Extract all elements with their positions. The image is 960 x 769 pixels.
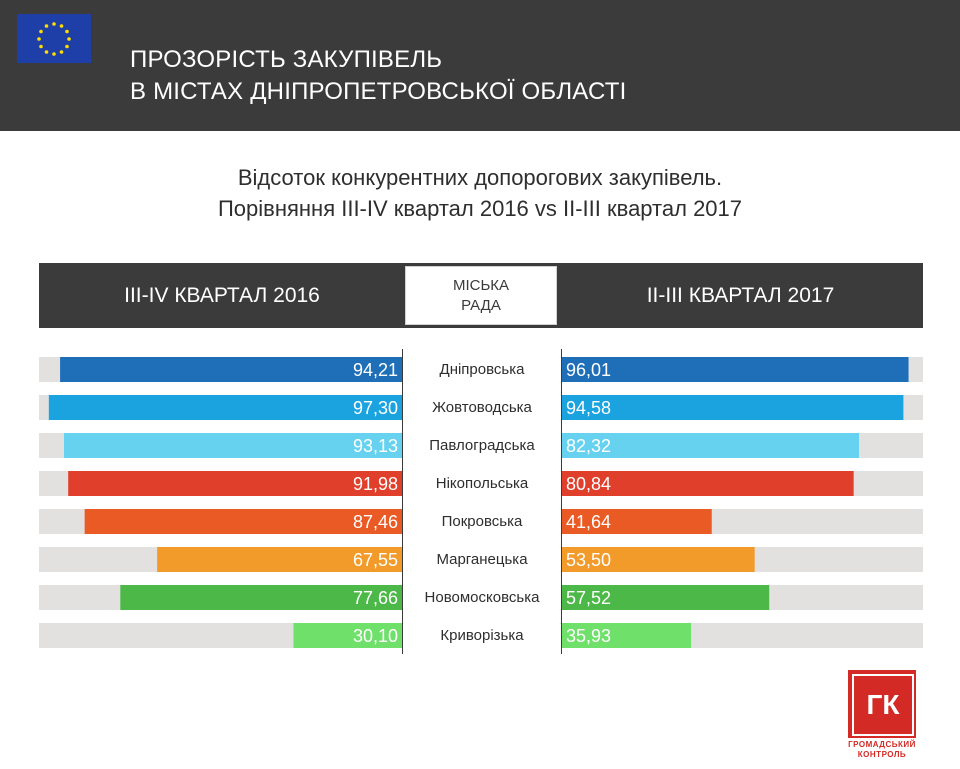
bar-2016-2 [64, 433, 403, 458]
bar-2016-7 [293, 623, 403, 648]
center-label-line-1: МІСЬКА [452, 277, 510, 294]
center-label-line-2: РАДА [461, 297, 501, 314]
value-label-2017-4: 41,64 [566, 512, 611, 532]
left-period-label: III-IV КВАРТАЛ 2016 [124, 284, 320, 307]
value-label-2017-5: 53,50 [566, 550, 611, 570]
value-label-2016-1: 97,30 [353, 398, 398, 418]
value-label-2016-2: 93,13 [353, 436, 398, 456]
value-label-2017-7: 35,93 [566, 626, 611, 646]
right-divider-line [561, 349, 562, 654]
bar-2016-6 [120, 585, 403, 610]
bar-2016-1 [48, 395, 403, 420]
left-divider-line [402, 349, 403, 654]
logo-caption: ГРОМАДСЬКИЙ КОНТРОЛЬ [836, 740, 928, 760]
value-label-2017-0: 96,01 [566, 360, 611, 380]
value-label-2017-6: 57,52 [566, 588, 611, 608]
right-period-label: II-III КВАРТАЛ 2017 [646, 284, 835, 307]
chart-subtitle: Відсоток конкурентних допорогових закупі… [0, 162, 960, 224]
bar-2017-3 [561, 471, 854, 496]
category-cell-6 [403, 585, 561, 610]
category-cell-2 [403, 433, 561, 458]
logo-caption-line-1: ГРОМАДСЬКИЙ [848, 740, 916, 749]
logo-icon: ГК [848, 670, 916, 738]
bar-2016-5 [157, 547, 403, 572]
category-label-2: Павлоградська [429, 437, 535, 454]
bar-2017-6 [561, 585, 770, 610]
category-cell-5 [403, 547, 561, 572]
value-label-2016-6: 77,66 [353, 588, 398, 608]
value-label-2017-2: 82,32 [566, 436, 611, 456]
category-cell-3 [403, 471, 561, 496]
category-cell-0 [403, 357, 561, 382]
category-cell-1 [403, 395, 561, 420]
bar-2016-3 [68, 471, 403, 496]
value-label-2017-3: 80,84 [566, 474, 611, 494]
value-label-2016-4: 87,46 [353, 512, 398, 532]
category-label-0: Дніпровська [440, 361, 526, 378]
category-label-4: Покровська [442, 513, 523, 530]
value-label-2016-5: 67,55 [353, 550, 398, 570]
value-label-2016-7: 30,10 [353, 626, 398, 646]
bar-2017-1 [561, 395, 904, 420]
value-label-2016-0: 94,21 [353, 360, 398, 380]
bar-2017-7 [561, 623, 692, 648]
category-label-6: Новомосковська [425, 589, 541, 606]
category-cell-7 [403, 623, 561, 648]
category-label-7: Криворізька [440, 627, 524, 644]
category-cell-4 [403, 509, 561, 534]
page-title: ПРОЗОРІСТЬ ЗАКУПІВЕЛЬ В МІСТАХ ДНІПРОПЕТ… [130, 44, 626, 108]
header-bar: ПРОЗОРІСТЬ ЗАКУПІВЕЛЬ В МІСТАХ ДНІПРОПЕТ… [0, 0, 960, 131]
title-line-1: ПРОЗОРІСТЬ ЗАКУПІВЕЛЬ [130, 46, 443, 73]
category-label-5: Марганецька [436, 551, 528, 568]
bar-2017-2 [561, 433, 859, 458]
value-label-2017-1: 94,58 [566, 398, 611, 418]
comparison-chart: 94,21 96,01 Дніпровська 97,30 94,58 Жовтоводс… [39, 357, 923, 648]
eu-flag-icon [17, 14, 91, 63]
value-label-2016-3: 91,98 [353, 474, 398, 494]
bar-2017-4 [561, 509, 712, 534]
logo-caption-line-2: КОНТРОЛЬ [857, 750, 907, 759]
bar-2017-0 [561, 357, 909, 382]
subtitle-line-1: Відсоток конкурентних допорогових закупі… [237, 165, 723, 190]
category-label-3: Нікопольська [436, 475, 529, 492]
bar-2016-0 [60, 357, 404, 382]
center-column-label: МІСЬКА РАДА [405, 266, 557, 325]
bar-2016-4 [84, 509, 403, 534]
title-line-2: В МІСТАХ ДНІПРОПЕТРОВСЬКОЇ ОБЛАСТІ [130, 78, 627, 105]
category-label-1: Жовтоводська [432, 399, 532, 416]
subtitle-line-2: Порівняння III-IV квартал 2016 vs II-III… [217, 196, 743, 221]
bar-2017-5 [561, 547, 755, 572]
logo-text: ГК [852, 674, 914, 736]
